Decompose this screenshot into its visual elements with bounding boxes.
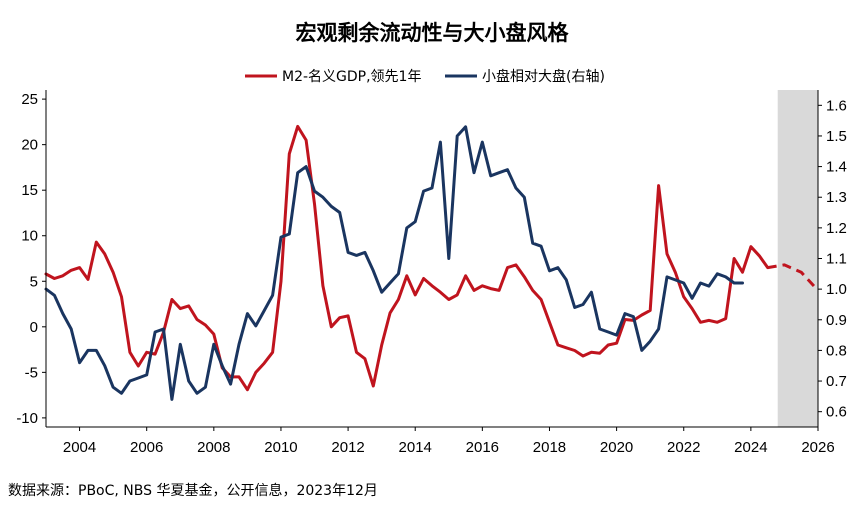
legend-label-small-vs-large: 小盘相对大盘(右轴) — [482, 68, 605, 85]
right-tick-label: 1.4 — [826, 159, 847, 176]
x-tick-label: 2024 — [734, 439, 767, 456]
x-tick-label: 2018 — [533, 439, 566, 456]
x-tick-label: 2014 — [399, 439, 432, 456]
left-tick-label: 5 — [30, 273, 38, 290]
right-tick-label: 1.5 — [826, 128, 847, 145]
left-tick-label: 20 — [21, 137, 38, 154]
right-tick-label: 0.7 — [826, 373, 847, 390]
legend: M2-名义GDP,领先1年 小盘相对大盘(右轴) — [245, 68, 605, 85]
left-tick-label: 10 — [21, 228, 38, 245]
x-tick-label: 2026 — [801, 439, 834, 456]
x-tick-label: 2012 — [331, 439, 364, 456]
x-tick-label: 2004 — [63, 439, 96, 456]
left-tick-label: 15 — [21, 182, 38, 199]
legend-label-m2-gdp: M2-名义GDP,领先1年 — [282, 69, 421, 85]
right-tick-label: 0.6 — [826, 404, 847, 421]
right-tick-label: 0.9 — [826, 312, 847, 329]
right-tick-label: 1.6 — [826, 97, 847, 114]
right-tick-label: 1.3 — [826, 189, 847, 206]
x-tick-label: 2016 — [466, 439, 499, 456]
right-tick-label: 1.1 — [826, 251, 847, 268]
left-tick-label: 0 — [30, 319, 38, 336]
right-tick-label: 1.0 — [826, 281, 847, 298]
forecast-shaded-region — [777, 90, 818, 427]
series-line-1 — [767, 263, 820, 292]
right-tick-label: 1.2 — [826, 220, 847, 237]
axes: 25 20 15 10 5 0 -5 -10 1.6 1.5 1.4 1.3 1.2 1.1 1.0 0.9 0… — [16, 90, 847, 456]
x-tick-label: 2022 — [667, 439, 700, 456]
right-tick-label: 0.8 — [826, 342, 847, 359]
x-tick-label: 2020 — [600, 439, 633, 456]
source-note: 数据来源：PBoC, NBS 华夏基金，公开信息，2023年12月 — [8, 482, 378, 499]
chart-title: 宏观剩余流动性与大小盘风格 — [296, 21, 570, 45]
x-tick-label: 2006 — [130, 439, 163, 456]
x-tick-label: 2008 — [197, 439, 230, 456]
x-tick-label: 2010 — [264, 439, 297, 456]
left-tick-label: -10 — [16, 410, 38, 427]
series-line-2 — [44, 125, 744, 401]
series-line-0 — [44, 124, 770, 392]
left-tick-label: 25 — [21, 91, 38, 108]
plot-area — [44, 90, 820, 427]
left-tick-label: -5 — [25, 364, 38, 381]
